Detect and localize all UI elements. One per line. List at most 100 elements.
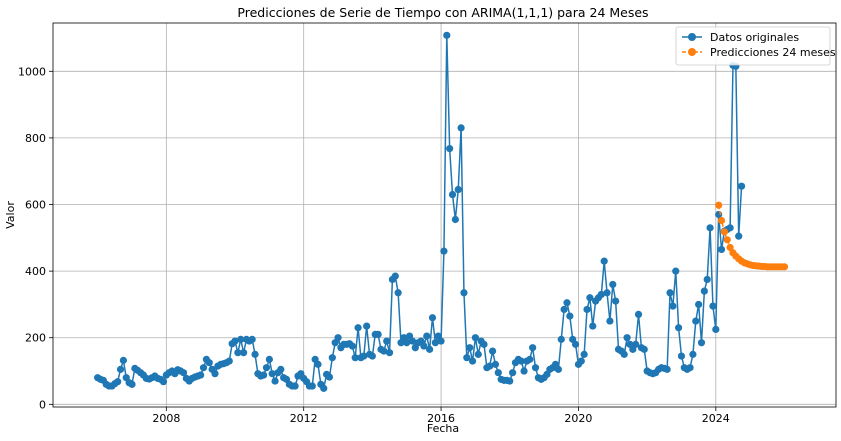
data-point xyxy=(248,335,256,343)
data-point xyxy=(320,384,328,392)
data-point xyxy=(720,228,728,236)
data-point xyxy=(237,335,245,343)
y-tick-label: 600 xyxy=(25,199,46,212)
data-point xyxy=(640,345,648,353)
data-point xyxy=(314,360,322,368)
data-point xyxy=(277,365,285,373)
legend: Datos originales Predicciones 24 meses xyxy=(675,26,836,66)
x-tick-label: 2024 xyxy=(702,412,730,425)
data-point xyxy=(697,339,706,347)
data-point xyxy=(354,324,362,332)
data-point xyxy=(385,349,394,357)
data-point xyxy=(451,215,459,224)
data-point xyxy=(408,337,417,345)
data-point xyxy=(423,332,431,340)
data-point xyxy=(520,367,528,375)
data-point xyxy=(360,352,368,360)
data-point xyxy=(583,305,591,314)
data-point xyxy=(566,312,574,320)
data-point xyxy=(663,365,671,373)
x-tick-label: 2020 xyxy=(564,412,592,425)
data-point xyxy=(529,344,537,352)
data-point xyxy=(265,355,273,363)
data-point xyxy=(394,289,402,297)
data-point xyxy=(726,243,734,252)
chart-title: Predicciones de Serie de Tiempo con ARIM… xyxy=(237,5,648,20)
x-tick-label: 2016 xyxy=(427,412,455,425)
data-point xyxy=(262,364,271,372)
data-point xyxy=(468,357,477,365)
data-point xyxy=(580,350,588,358)
y-tick-label: 400 xyxy=(25,265,46,278)
data-point xyxy=(526,355,534,363)
data-point xyxy=(606,317,614,325)
data-point xyxy=(577,357,585,365)
data-point xyxy=(686,364,694,372)
y-tick-label: 1000 xyxy=(18,65,46,78)
data-point xyxy=(666,289,674,297)
data-point xyxy=(474,350,482,358)
data-point xyxy=(119,356,127,364)
data-point xyxy=(723,236,731,244)
legend-label-original: Datos originales xyxy=(710,31,799,44)
data-point xyxy=(460,289,468,297)
data-point xyxy=(480,340,488,348)
data-point xyxy=(420,342,428,350)
data-point xyxy=(612,297,620,305)
data-point xyxy=(620,350,628,358)
data-point xyxy=(675,324,683,332)
data-point xyxy=(609,280,617,289)
data-point xyxy=(603,289,611,297)
data-point xyxy=(383,337,391,345)
y-tick-label: 200 xyxy=(25,332,46,345)
data-point xyxy=(737,182,746,190)
data-point xyxy=(211,370,219,378)
data-point xyxy=(308,382,316,390)
data-point xyxy=(368,352,376,360)
data-point xyxy=(689,350,697,358)
data-point xyxy=(128,380,136,388)
data-point xyxy=(597,290,605,299)
data-point xyxy=(431,339,439,347)
plot-frame xyxy=(52,22,837,408)
data-point xyxy=(380,347,388,355)
data-point xyxy=(669,302,677,310)
data-point xyxy=(437,337,445,345)
data-point xyxy=(268,370,276,378)
data-point xyxy=(517,357,525,365)
data-point xyxy=(717,245,726,254)
x-tick-label: 2008 xyxy=(152,412,180,425)
data-point xyxy=(374,330,382,338)
data-point xyxy=(448,190,457,199)
data-point xyxy=(159,378,168,386)
data-point xyxy=(446,144,454,153)
data-point xyxy=(557,335,565,343)
data-point xyxy=(632,340,640,348)
legend-box xyxy=(675,26,831,66)
data-point xyxy=(351,354,359,362)
data-point xyxy=(715,201,723,209)
data-point xyxy=(695,300,703,309)
data-point xyxy=(563,299,571,307)
data-point xyxy=(291,382,299,390)
data-point xyxy=(428,314,437,322)
data-point xyxy=(634,310,643,319)
data-point xyxy=(471,334,480,342)
data-point xyxy=(692,317,700,325)
data-point xyxy=(334,334,342,342)
data-point xyxy=(363,322,371,330)
data-point xyxy=(703,275,711,284)
data-point xyxy=(348,342,356,350)
data-point xyxy=(271,377,279,385)
data-point xyxy=(531,364,540,372)
data-point xyxy=(116,365,125,373)
data-point xyxy=(114,378,122,386)
x-tick-label: 2012 xyxy=(290,412,318,425)
data-point xyxy=(560,305,568,314)
data-point xyxy=(199,364,208,372)
data-point xyxy=(440,247,448,255)
data-point xyxy=(328,354,336,362)
data-point xyxy=(443,31,451,39)
data-point xyxy=(260,371,268,379)
axis-ticks: 2008 2012 2016 2020 2024 0 200 400 600 800 1000 xyxy=(18,65,730,425)
